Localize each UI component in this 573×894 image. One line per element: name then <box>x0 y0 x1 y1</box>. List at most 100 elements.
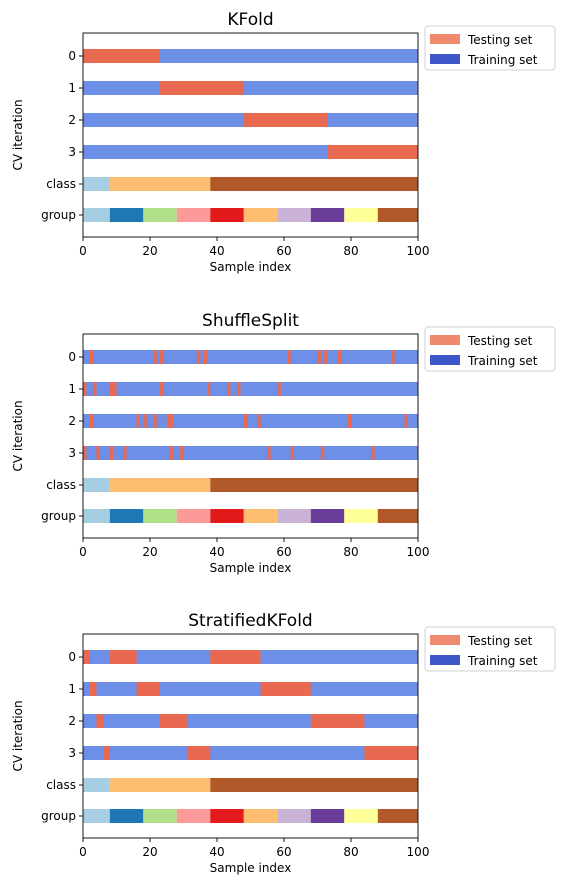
x-tick-label: 60 <box>276 845 291 859</box>
legend-label: Testing set <box>467 634 533 648</box>
testing-segment <box>320 446 325 460</box>
subplot-2: StratifiedKFold 0 1 2 3 class group 0 20 40 60 80 10… <box>11 611 556 875</box>
subplot-0: KFold 0 1 2 3 class group 0 20 40 60 80 100 Sample in… <box>11 10 556 274</box>
class-segment <box>109 478 211 492</box>
training-bar <box>83 682 418 696</box>
testing-segment <box>83 446 87 460</box>
legend-label: Testing set <box>467 334 533 348</box>
y-tick-label: 0 <box>68 49 76 63</box>
group-row <box>83 509 418 523</box>
testing-segment <box>136 682 161 696</box>
testing-segment <box>324 350 328 364</box>
testing-segment <box>337 350 341 364</box>
testing-segment <box>109 650 137 664</box>
x-tick-label: 20 <box>142 545 157 559</box>
legend-testing-swatch <box>430 34 460 44</box>
testing-segment <box>186 746 211 760</box>
cv-row-1 <box>83 382 418 396</box>
group-segment <box>243 509 278 523</box>
cv-row-0 <box>83 49 418 63</box>
axes-frame <box>82 633 419 839</box>
testing-segment <box>257 414 261 428</box>
testing-segment <box>109 382 114 396</box>
cv-row-2 <box>83 414 418 428</box>
x-tick-label: 80 <box>343 845 358 859</box>
y-tick-label: 1 <box>68 81 76 95</box>
group-segment <box>83 509 110 523</box>
testing-segment <box>327 145 418 159</box>
x-tick-label: 40 <box>209 244 224 258</box>
x-tick-label: 0 <box>79 244 87 258</box>
y-tick-label: class <box>46 478 76 492</box>
class-row <box>83 478 418 492</box>
legend: Testing set Training set <box>424 25 556 71</box>
x-axis-label: Sample index <box>210 561 292 575</box>
testing-segment <box>237 382 241 396</box>
group-segment <box>344 509 378 523</box>
x-tick-label: 20 <box>142 845 157 859</box>
y-tick-label: 2 <box>68 113 76 127</box>
legend-training-swatch <box>430 54 460 64</box>
testing-segment <box>160 382 164 396</box>
group-segment <box>277 208 311 222</box>
group-segment <box>344 809 378 823</box>
cv-row-3 <box>83 446 418 460</box>
group-segment <box>176 809 211 823</box>
testing-segment <box>89 350 94 364</box>
cv-row-1 <box>83 682 418 696</box>
cv-row-0 <box>83 650 418 664</box>
x-axis-label: Sample index <box>210 861 292 875</box>
testing-segment <box>153 414 157 428</box>
testing-segment <box>83 49 161 63</box>
legend: Testing set Training set <box>424 626 556 672</box>
subplot-1: ShuffleSplit 0 1 2 3 class group 0 20 40 60 80 100 Sa… <box>11 311 556 575</box>
group-segment <box>83 809 110 823</box>
group-segment <box>143 509 177 523</box>
y-tick-label: 2 <box>68 714 76 728</box>
testing-segment <box>371 446 375 460</box>
training-bar <box>83 350 418 364</box>
group-segment <box>377 509 418 523</box>
testing-segment <box>267 446 271 460</box>
testing-segment <box>364 746 418 760</box>
y-tick-label: class <box>46 177 76 191</box>
testing-segment <box>243 414 248 428</box>
legend-label: Training set <box>467 654 538 668</box>
subplot-title: ShuffleSplit <box>202 311 299 331</box>
testing-segment <box>113 382 117 396</box>
group-segment <box>277 809 311 823</box>
testing-segment <box>123 446 127 460</box>
y-tick-label: group <box>41 809 76 823</box>
legend-training-swatch <box>430 655 460 665</box>
testing-segment <box>96 446 100 460</box>
y-tick-label: 3 <box>68 446 76 460</box>
cv-row-1 <box>83 81 418 95</box>
x-tick-label: 60 <box>276 545 291 559</box>
testing-segment <box>206 382 211 396</box>
testing-segment <box>143 414 147 428</box>
axes-frame <box>82 32 419 238</box>
y-tick-label: 0 <box>68 350 76 364</box>
legend-testing-swatch <box>430 635 460 645</box>
group-segment <box>210 509 244 523</box>
testing-segment <box>93 382 97 396</box>
testing-segment <box>347 414 351 428</box>
testing-segment <box>170 446 174 460</box>
group-segment <box>277 509 311 523</box>
training-bar <box>83 714 418 728</box>
x-tick-label: 40 <box>209 545 224 559</box>
cv-row-3 <box>83 746 418 760</box>
y-tick-label: 1 <box>68 682 76 696</box>
testing-segment <box>170 414 174 428</box>
testing-segment <box>277 382 281 396</box>
x-tick-label: 20 <box>142 244 157 258</box>
cv-row-2 <box>83 714 418 728</box>
legend-label: Training set <box>467 354 538 368</box>
class-row <box>83 778 418 792</box>
testing-segment <box>227 382 231 396</box>
training-bar <box>83 746 418 760</box>
x-tick-label: 100 <box>407 845 430 859</box>
group-segment <box>109 208 144 222</box>
testing-segment <box>310 714 365 728</box>
